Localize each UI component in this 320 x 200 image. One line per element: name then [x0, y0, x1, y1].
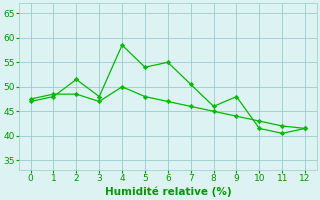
X-axis label: Humidité relative (%): Humidité relative (%) — [105, 186, 231, 197]
